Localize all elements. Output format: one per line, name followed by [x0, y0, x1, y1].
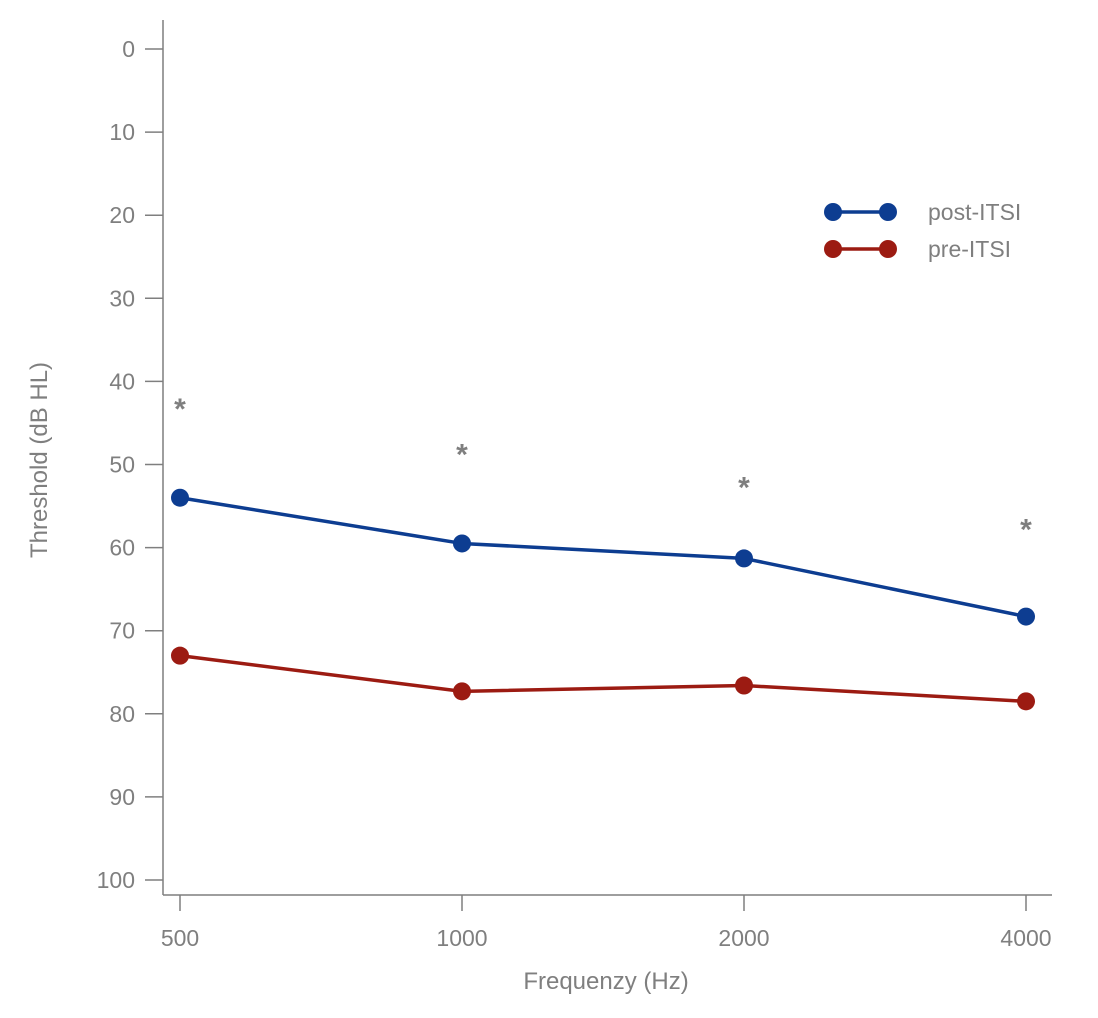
- y-tick-label: 90: [109, 784, 135, 810]
- annotation-layer: * * * *: [174, 393, 1032, 546]
- x-axis-title: Frequenzy (Hz): [523, 968, 688, 995]
- y-tick-label: 60: [109, 535, 135, 561]
- data-point-pre-itsi: [453, 682, 471, 701]
- significance-asterisk: *: [174, 393, 186, 426]
- axes: [162, 20, 1052, 896]
- y-tick-label: 70: [109, 618, 135, 644]
- data-point-post-itsi: [735, 549, 753, 568]
- significance-asterisk: *: [456, 439, 468, 472]
- y-tick-label: 40: [109, 368, 135, 394]
- data-point-post-itsi: [171, 488, 189, 507]
- data-point-pre-itsi: [1017, 692, 1035, 711]
- significance-asterisk: *: [738, 472, 750, 505]
- x-tick-label: 4000: [1000, 925, 1051, 951]
- y-tick-label: 30: [109, 285, 135, 311]
- data-point-pre-itsi: [171, 646, 189, 665]
- legend-marker: [879, 203, 897, 221]
- y-tick-label: 20: [109, 202, 135, 228]
- x-ticks: 500 1000 2000 4000: [161, 895, 1052, 951]
- legend-marker: [879, 240, 897, 258]
- significance-asterisk: *: [1020, 513, 1032, 546]
- y-tick-label: 80: [109, 701, 135, 727]
- y-tick-label: 100: [97, 867, 135, 893]
- series-line-post-itsi: [179, 496, 1027, 619]
- series-layer: [171, 488, 1035, 711]
- y-axis-title: Threshold (dB HL): [26, 362, 53, 558]
- data-point-pre-itsi: [735, 676, 753, 695]
- data-point-post-itsi: [453, 534, 471, 553]
- legend-marker: [824, 203, 842, 221]
- y-tick-label: 50: [109, 452, 135, 478]
- legend: post-ITSI pre-ITSI: [824, 199, 1021, 262]
- x-tick-label: 500: [161, 925, 199, 951]
- x-tick-label: 2000: [718, 925, 769, 951]
- legend-label: post-ITSI: [928, 199, 1021, 225]
- x-tick-label: 1000: [436, 925, 487, 951]
- y-tick-label: 10: [109, 119, 135, 145]
- series-line-pre-itsi: [179, 653, 1027, 704]
- data-point-post-itsi: [1017, 607, 1035, 626]
- y-ticks: 0 10 20 30 40 50 60 70 80 90 100: [97, 36, 163, 893]
- legend-label: pre-ITSI: [928, 236, 1011, 262]
- y-tick-label: 0: [122, 36, 135, 62]
- legend-marker: [824, 240, 842, 258]
